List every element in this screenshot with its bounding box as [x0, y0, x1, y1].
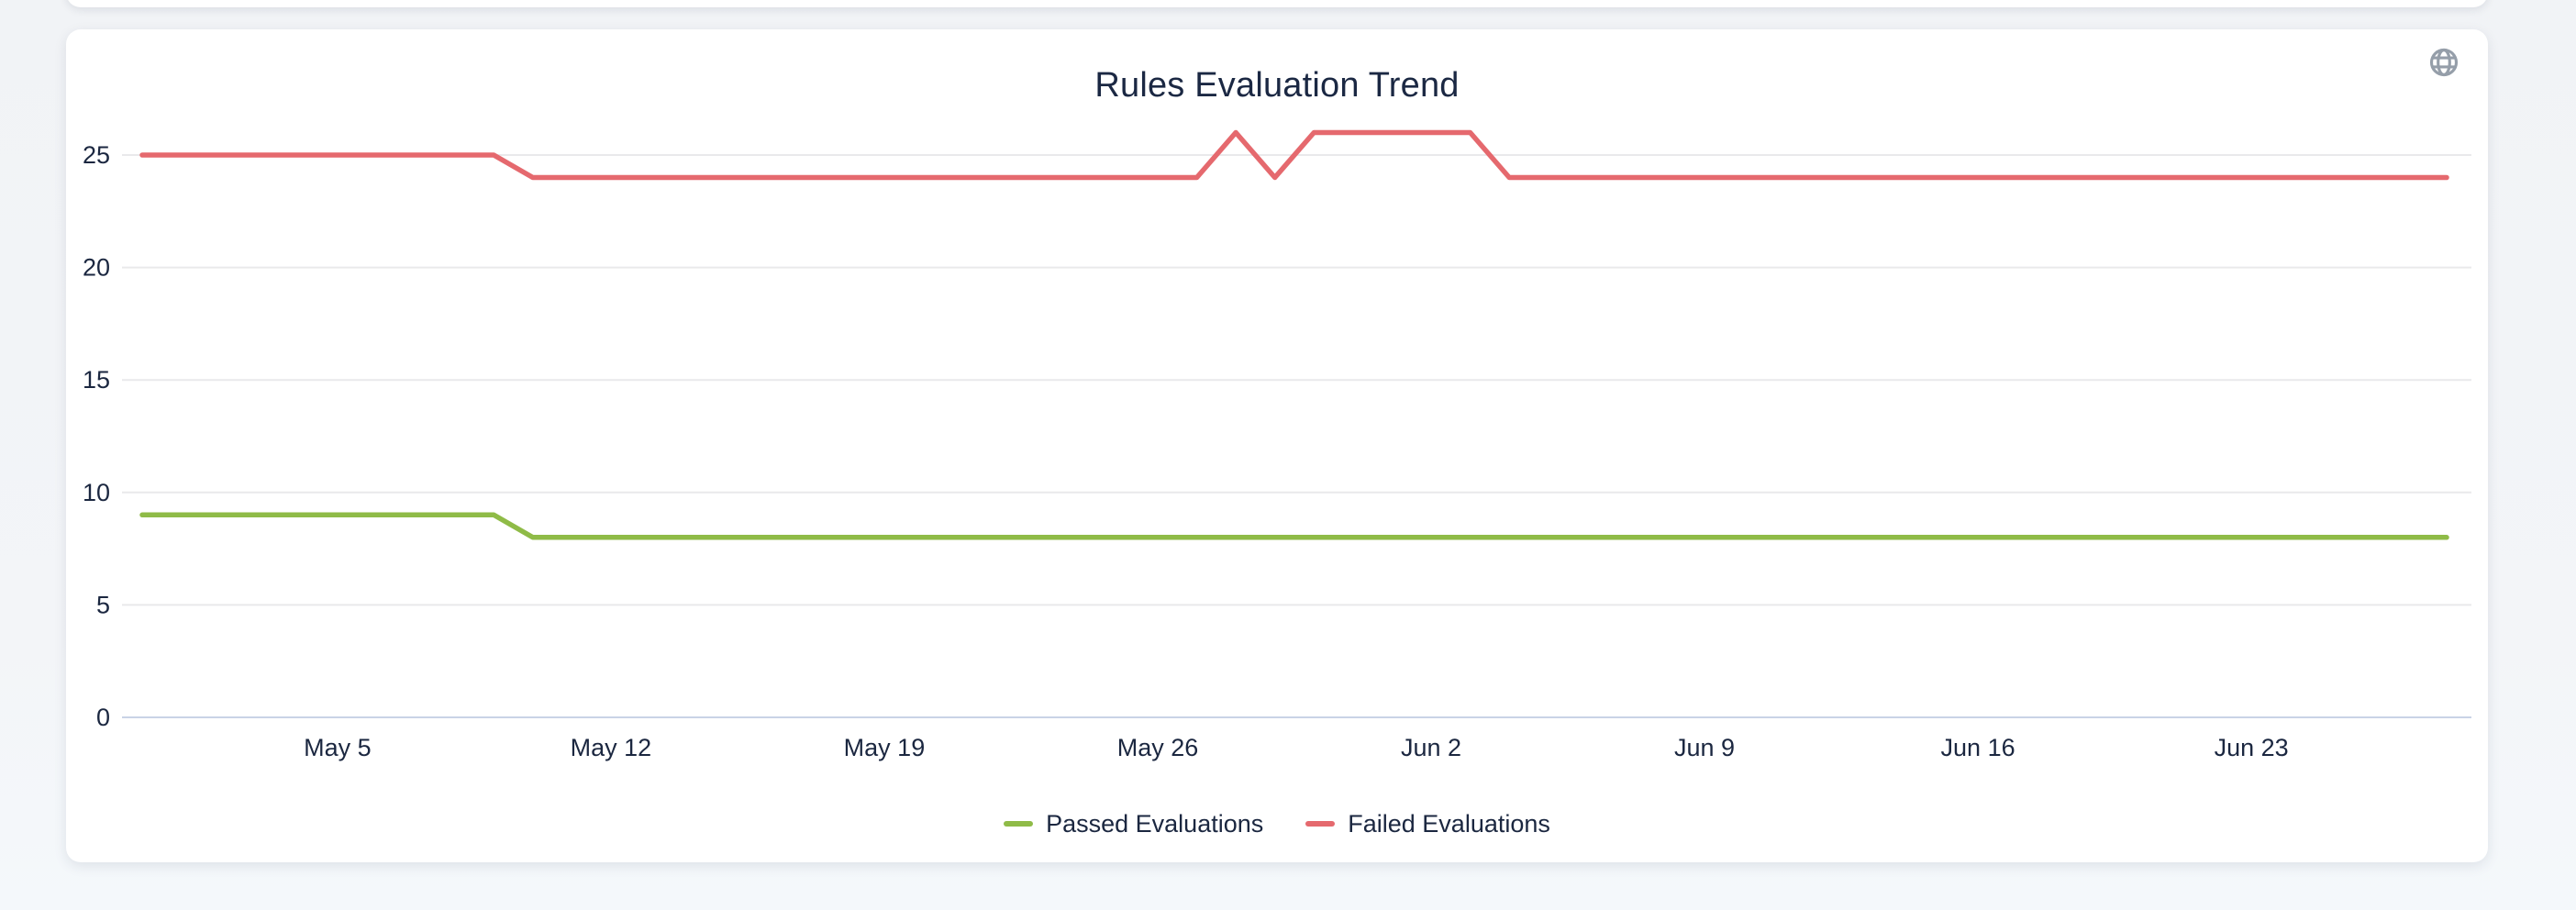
x-tick-label-jun-2: Jun 2: [1401, 734, 1461, 761]
legend-label-passed: Passed Evaluations: [1046, 809, 1264, 838]
chart-legend: Passed Evaluations Failed Evaluations: [66, 805, 2488, 842]
x-tick-label-jun-16: Jun 16: [1941, 734, 2015, 761]
series-line-failed-evaluations: [139, 129, 2449, 181]
x-tick-label-may-19: May 19: [844, 734, 926, 761]
x-tick-label-jun-9: Jun 9: [1674, 734, 1735, 761]
y-tick-label-15: 15: [83, 366, 110, 394]
y-tick-label-20: 20: [83, 254, 110, 282]
y-tick-label-10: 10: [83, 479, 110, 506]
legend-label-failed: Failed Evaluations: [1348, 809, 1550, 838]
rules-evaluation-trend-chart[interactable]: 0 5 10 15 20 25 May 5 May 12 May 19 May 26 Jun 2 Ju…: [66, 29, 2488, 862]
y-tick-label-25: 25: [83, 141, 110, 169]
legend-item-passed: Passed Evaluations: [1004, 810, 1263, 838]
globe-button[interactable]: [2424, 42, 2464, 83]
y-tick-label-5: 5: [96, 591, 110, 618]
legend-dash-passed: [1004, 821, 1034, 827]
legend-dash-failed: [1305, 821, 1336, 827]
legend-item-failed: Failed Evaluations: [1305, 810, 1550, 838]
x-tick-label-may-12: May 12: [571, 734, 652, 761]
chart-title: Rules Evaluation Trend: [1094, 66, 1460, 105]
globe-icon: [2429, 48, 2459, 77]
y-tick-label-0: 0: [96, 704, 110, 731]
rules-evaluation-trend-card: Rules Evaluation Trend 0 5 10 15 20 25 May 5 Ma…: [66, 29, 2488, 862]
x-tick-label-may-5: May 5: [304, 734, 372, 761]
series-line-passed-evaluations: [139, 512, 2449, 540]
x-tick-label-jun-23: Jun 23: [2215, 734, 2289, 761]
x-tick-label-may-26: May 26: [1117, 734, 1199, 761]
previous-card-bottom-edge: [66, 0, 2488, 7]
